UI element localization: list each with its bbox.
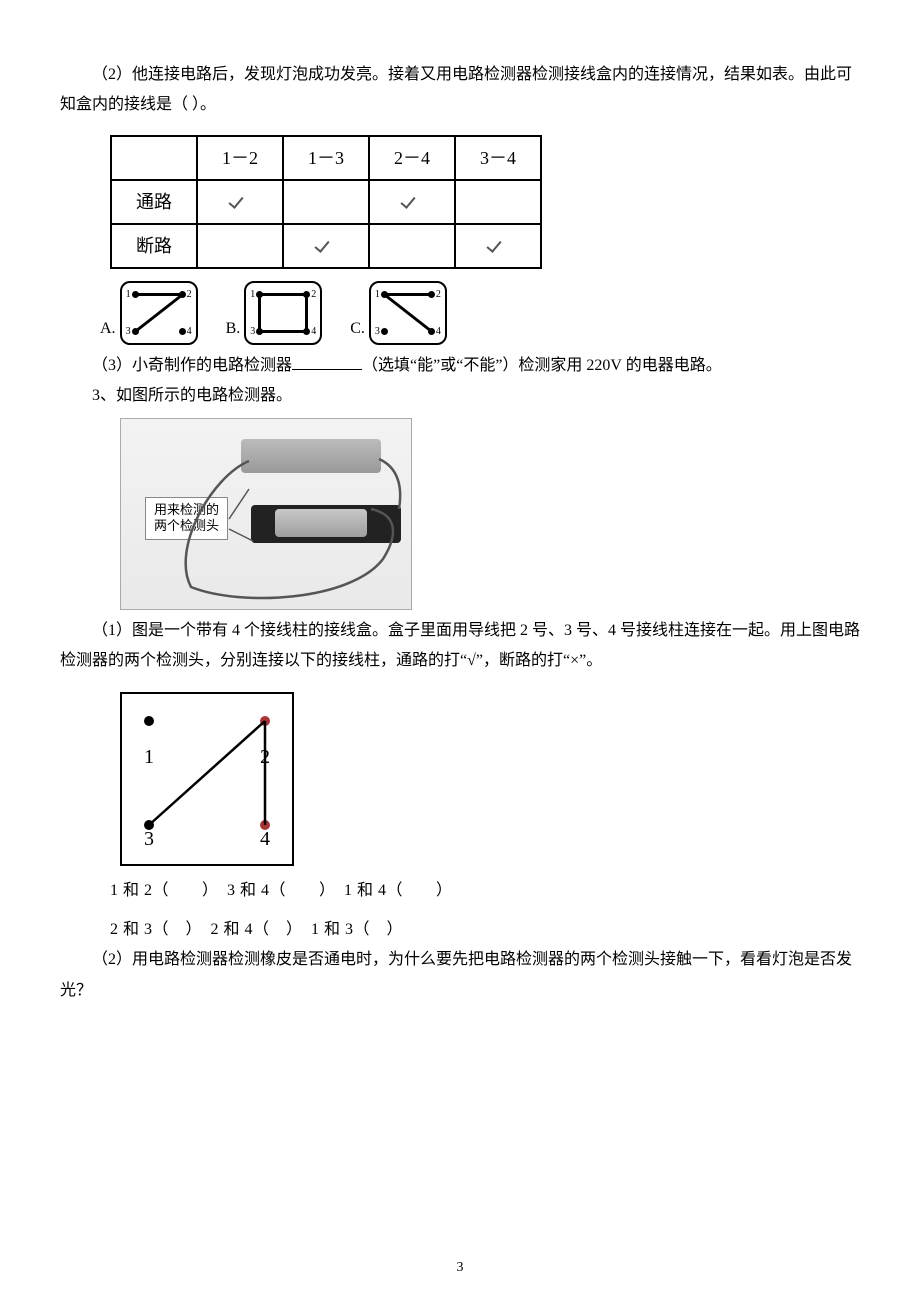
table-header-row: 1－2 1－3 2－4 3－4 xyxy=(111,136,541,180)
check-icon xyxy=(228,194,252,208)
wire xyxy=(305,294,308,332)
wire xyxy=(259,330,307,333)
check-icon xyxy=(314,238,338,252)
cell xyxy=(283,224,369,268)
pairs-row-1: 1 和 2（ ） 3 和 4（ ） 1 和 4（ ） xyxy=(110,876,860,906)
cell xyxy=(283,180,369,224)
wire xyxy=(258,294,261,332)
option-c: C. 1 2 3 4 xyxy=(350,281,447,345)
row-label: 断路 xyxy=(111,224,197,268)
cell xyxy=(455,180,541,224)
table-row: 断路 xyxy=(111,224,541,268)
pin-label: 2 xyxy=(311,285,316,304)
options-row: A. 1 2 3 4 B. 1 2 3 xyxy=(100,281,860,345)
option-a: A. 1 2 3 4 xyxy=(100,281,198,345)
cell xyxy=(369,224,455,268)
table-header-col: 1－3 xyxy=(283,136,369,180)
pairs-row-2: 2 和 3（ ） 2 和 4（ ） 1 和 3（ ） xyxy=(110,915,860,945)
page-number: 3 xyxy=(0,1255,920,1282)
pin-label: 4 xyxy=(311,322,316,341)
pin-label: 1 xyxy=(250,285,255,304)
option-c-diagram: 1 2 3 4 xyxy=(369,281,447,345)
row-label: 通路 xyxy=(111,180,197,224)
junction-wires-icon xyxy=(122,694,292,864)
table-header-col: 3－4 xyxy=(455,136,541,180)
option-c-label: C. xyxy=(350,314,365,344)
option-b-label: B. xyxy=(226,314,241,344)
wire xyxy=(259,293,307,296)
fill-blank[interactable] xyxy=(292,351,362,370)
result-table: 1－2 1－3 2－4 3－4 通路 断路 xyxy=(110,135,542,269)
check-icon xyxy=(400,194,424,208)
wire-diag xyxy=(371,283,445,343)
cell xyxy=(197,180,283,224)
pin-label: 3 xyxy=(250,322,255,341)
table-header-col: 1－2 xyxy=(197,136,283,180)
cell xyxy=(455,224,541,268)
wire-diag xyxy=(122,283,196,343)
question-2-text: （2）他连接电路后，发现灯泡成功发亮。接着又用电路检测器检测接线盒内的连接情况，… xyxy=(60,60,860,121)
q3-pre: （3）小奇制作的电路检测器 xyxy=(92,357,292,374)
detector-wires-icon xyxy=(121,419,411,609)
problem-3-heading: 3、如图所示的电路检测器。 xyxy=(60,381,860,411)
option-a-diagram: 1 2 3 4 xyxy=(120,281,198,345)
table-header-col: 2－4 xyxy=(369,136,455,180)
problem-3-1-text: （1）图是一个带有 4 个接线柱的接线盒。盒子里面用导线把 2 号、3 号、4 … xyxy=(60,616,860,677)
table-header-blank xyxy=(111,136,197,180)
cell xyxy=(197,224,283,268)
option-b: B. 1 2 3 4 xyxy=(226,281,323,345)
circuit-detector-figure: 用来检测的 两个检测头 xyxy=(120,418,412,610)
cell xyxy=(369,180,455,224)
document-page: （2）他连接电路后，发现灯泡成功发亮。接着又用电路检测器检测接线盒内的连接情况，… xyxy=(0,0,920,1302)
option-a-label: A. xyxy=(100,314,116,344)
option-b-diagram: 1 2 3 4 xyxy=(244,281,322,345)
junction-box-figure: 1 2 3 4 xyxy=(120,692,294,866)
question-3-text: （3）小奇制作的电路检测器 （选填“能”或“不能”）检测家用 220V 的电器电路… xyxy=(60,351,860,381)
check-icon xyxy=(486,238,510,252)
q3-post: （选填“能”或“不能”）检测家用 220V 的电器电路。 xyxy=(362,357,722,374)
problem-3-2-text: （2）用电路检测器检测橡皮是否通电时，为什么要先把电路检测器的两个检测头接触一下… xyxy=(60,945,860,1006)
table-row: 通路 xyxy=(111,180,541,224)
